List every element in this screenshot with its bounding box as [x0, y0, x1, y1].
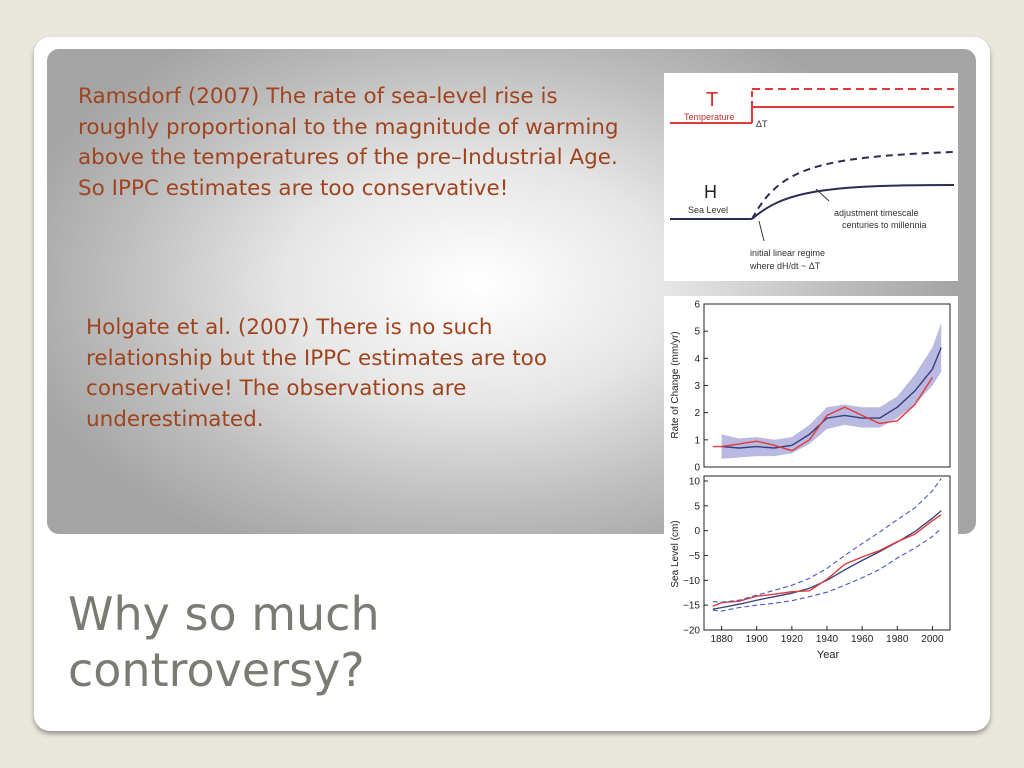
slide-title: Why so much controversy? — [68, 587, 380, 697]
sea-ytick-label: 0 — [694, 526, 700, 537]
rate-ylabel: Rate of Change (mm/yr) — [670, 331, 681, 438]
sea-lower-bound-line — [712, 527, 942, 612]
sea-lines-group — [712, 478, 942, 612]
rate-uncertainty-band — [721, 323, 942, 459]
rate-ytick-label: 6 — [694, 300, 700, 311]
sea-ytick-label: 10 — [689, 476, 701, 487]
annotation-adjust-2: centuries to millennia — [842, 220, 927, 230]
ramsdorf-paragraph: Ramsdorf (2007) The rate of sea-level ri… — [78, 84, 619, 201]
sea-ytick-label: −15 — [683, 601, 700, 612]
annotation-initial-1: initial linear regime — [750, 248, 825, 258]
sea-yticks-group: −20 −15 −10 −5 0 5 10 — [683, 476, 708, 637]
initial-pointer — [758, 220, 765, 242]
sea-xtick-label: 1980 — [886, 634, 909, 645]
sea-model-line — [712, 510, 942, 610]
sea-xtick-label: 2000 — [921, 634, 944, 645]
rate-of-change-chart: 0 1 2 3 4 5 6 Rate of Change (mm/yr) — [670, 300, 951, 474]
rate-ytick-label: 5 — [694, 327, 700, 338]
sea-level-curve — [751, 184, 955, 220]
sea-xtick-label: 1940 — [816, 634, 839, 645]
sea-ytick-label: −5 — [689, 551, 701, 562]
sea-label: Sea Level — [688, 205, 728, 215]
sea-xtick-label: 1920 — [781, 634, 804, 645]
sea-xlabel: Year — [817, 649, 840, 661]
rate-ytick-label: 1 — [694, 435, 700, 446]
rate-ytick-label: 2 — [694, 408, 700, 419]
sea-upper-bound-line — [712, 478, 942, 603]
rate-ytick-label: 0 — [694, 463, 700, 474]
sea-observed-line — [712, 514, 942, 607]
sea-level-chart: −20 −15 −10 −5 0 5 10 1880 1900 1920 1940 1960 1980… — [670, 475, 951, 661]
sea-ytick-label: −10 — [683, 576, 700, 587]
rate-ytick-label: 3 — [694, 381, 700, 392]
rate-series-1-line — [721, 347, 942, 449]
sea-symbol: H — [704, 182, 717, 202]
rate-of-change-figure: 0 1 2 3 4 5 6 Rate of Change (mm/yr) — [664, 296, 958, 476]
sea-xtick-label: 1880 — [710, 634, 733, 645]
holgate-paragraph: Holgate et al. (2007) There is no such r… — [86, 315, 547, 432]
annotation-initial-2: where dH/dt ~ ΔT — [749, 261, 821, 271]
rate-yticks-group: 0 1 2 3 4 5 6 — [694, 300, 708, 474]
temp-symbol: T — [706, 89, 718, 111]
annotation-adjust-1: adjustment timescale — [834, 208, 919, 218]
sea-xticks-group: 1880 1900 1920 1940 1960 1980 2000 — [710, 626, 944, 645]
rate-lines-group — [712, 347, 942, 452]
sea-ylabel: Sea Level (cm) — [670, 520, 681, 587]
sea-level-figure: −20 −15 −10 −5 0 5 10 1880 1900 1920 1940 1960 1980… — [664, 474, 958, 664]
sea-ytick-label: 5 — [694, 501, 700, 512]
rate-band-group — [721, 323, 942, 459]
sea-ytick-label: −20 — [683, 626, 700, 637]
schematic-svg: T Temperature ΔT H Sea Level adjustment … — [670, 88, 955, 271]
rate-ytick-label: 4 — [694, 354, 700, 365]
rate-series-2-line — [712, 377, 933, 452]
sea-xtick-label: 1960 — [851, 634, 874, 645]
adjust-pointer — [815, 188, 830, 202]
sea-xtick-label: 1900 — [746, 634, 769, 645]
schematic-figure: T Temperature ΔT H Sea Level adjustment … — [664, 73, 958, 281]
temp-label: Temperature — [684, 112, 735, 122]
delta-t-label: ΔT — [756, 119, 768, 129]
